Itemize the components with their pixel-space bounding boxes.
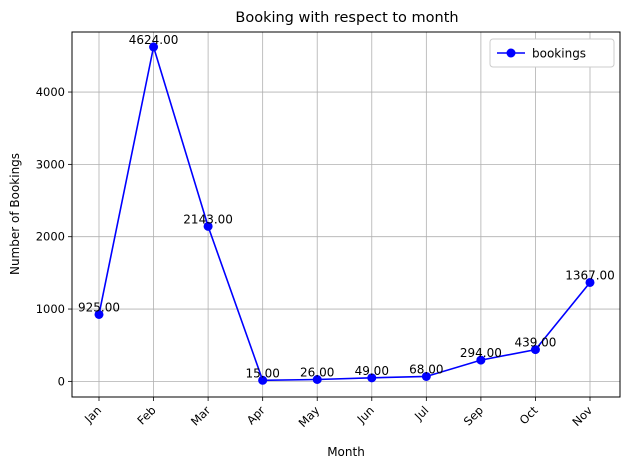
data-label: 925.00 [78, 300, 120, 314]
data-point [476, 355, 486, 365]
y-tick-label: 4000 [36, 85, 65, 99]
x-tick-label: Mar [188, 403, 213, 428]
x-tick-label: Feb [134, 403, 158, 427]
data-label: 294.00 [460, 346, 502, 360]
legend-box [489, 38, 615, 68]
data-point [312, 374, 322, 384]
chart-title: Booking with respect to month [235, 10, 458, 26]
data-label: 26.00 [300, 365, 334, 379]
data-point [258, 375, 268, 385]
y-tick-label: 1000 [36, 302, 65, 316]
data-label: 49.00 [355, 364, 389, 378]
data-point [421, 371, 431, 381]
y-axis-label: Number of Bookings [8, 153, 22, 275]
x-tick-label: Nov [569, 403, 595, 429]
y-tick-label: 0 [58, 374, 65, 388]
plot-area [71, 31, 621, 398]
legend-label: bookings [532, 47, 586, 61]
legend-marker [506, 48, 516, 58]
series-line [98, 46, 591, 382]
data-label: 1367.00 [565, 268, 615, 282]
data-labels: 925.00 4624.00 2143.00 15.00 26.00 49.00 68.00… [78, 33, 615, 380]
data-point [585, 277, 595, 287]
data-label: 2143.00 [183, 212, 233, 226]
data-label: 439.00 [514, 336, 556, 350]
legend: bookings [489, 38, 615, 68]
data-point [367, 373, 377, 383]
data-point [530, 345, 540, 355]
data-label: 15.00 [245, 366, 279, 380]
y-tick-label: 2000 [36, 230, 65, 244]
data-point [94, 309, 104, 319]
x-tick-label: Sep [461, 403, 486, 428]
x-tick-label: Apr [244, 403, 268, 427]
data-label: 68.00 [409, 362, 443, 376]
x-tick-label: Jan [81, 403, 104, 426]
grid [72, 32, 620, 397]
data-point [203, 221, 213, 231]
x-tick-label: Oct [517, 403, 541, 427]
x-tick-label: Jul [411, 403, 431, 423]
x-axis-label: Month [327, 445, 365, 459]
data-point [149, 42, 159, 52]
x-tick-label: Jun [354, 403, 377, 426]
series-layer [94, 42, 595, 385]
x-tick-label: May [296, 403, 323, 430]
data-label: 4624.00 [129, 33, 179, 47]
y-tick-label: 3000 [36, 157, 65, 171]
